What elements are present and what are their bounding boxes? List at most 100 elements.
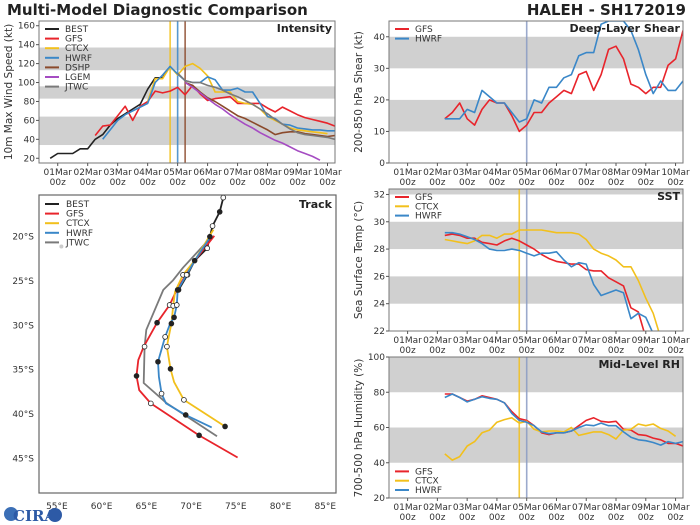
legend-label-best: BEST bbox=[65, 25, 89, 35]
series-gfs-line bbox=[444, 30, 683, 133]
x-tick-label-hour: 00z bbox=[608, 346, 624, 356]
series-lgem-line bbox=[184, 81, 321, 161]
x-tick-label-hour: 00z bbox=[638, 178, 654, 188]
shear-panel: 01020304001Mar00z02Mar00z03Mar00z04Mar00… bbox=[353, 20, 690, 188]
track-marker-best bbox=[207, 233, 213, 240]
x-tick-label-date: 09Mar bbox=[632, 168, 661, 178]
x-tick-label-hour: 00z bbox=[429, 513, 445, 523]
legend-label-hwrf: HWRF bbox=[415, 486, 442, 496]
x-tick-label-hour: 00z bbox=[489, 346, 505, 356]
x-tick-label-hour: 00z bbox=[459, 346, 475, 356]
track-marker-hwrf bbox=[182, 412, 189, 418]
series-dshp-line bbox=[184, 81, 335, 138]
x-tick-label-date: 08Mar bbox=[602, 168, 631, 178]
y-tick-label: 32 bbox=[374, 190, 385, 200]
lon-tick-label: 60°E bbox=[91, 502, 113, 512]
axes-frame bbox=[38, 20, 336, 164]
series-gfs-line bbox=[94, 84, 335, 136]
sst-panel: 22242628303201Mar00z02Mar00z03Mar00z04Ma… bbox=[353, 188, 690, 356]
x-tick-label-hour: 00z bbox=[50, 178, 66, 188]
track-marker-jtwc bbox=[141, 343, 148, 350]
track-marker-ctcx bbox=[222, 423, 228, 430]
y-tick-label: 40 bbox=[24, 135, 36, 145]
map-area bbox=[59, 195, 239, 459]
track-marker-best bbox=[191, 257, 198, 264]
plot-background bbox=[39, 195, 336, 493]
y-tick-label: 60 bbox=[24, 116, 36, 126]
x-tick-label-hour: 00z bbox=[459, 513, 475, 523]
x-tick-label-hour: 00z bbox=[519, 513, 535, 523]
shaded-band bbox=[389, 189, 683, 195]
x-tick-label-date: 06Mar bbox=[193, 168, 222, 178]
x-tick-label-date: 10Mar bbox=[313, 168, 342, 178]
plot-background bbox=[389, 189, 683, 331]
y-tick-label: 40 bbox=[374, 459, 386, 469]
lat-tick-label: 30°S bbox=[12, 321, 34, 331]
legend-label-ctcx: CTCX bbox=[65, 44, 89, 54]
lon-tick-label: 65°E bbox=[136, 502, 158, 512]
legend-label-gfs: GFS bbox=[65, 35, 83, 45]
x-tick-label-date: 04Mar bbox=[483, 503, 512, 513]
series-hwrf-line bbox=[444, 393, 683, 446]
x-tick-label-date: 05Mar bbox=[163, 168, 192, 178]
x-tick-label-hour: 00z bbox=[110, 178, 126, 188]
x-tick-label-hour: 00z bbox=[259, 178, 275, 188]
x-tick-label-hour: 00z bbox=[638, 513, 654, 523]
x-tick-label-date: 08Mar bbox=[602, 503, 631, 513]
lat-tick-label: 25°S bbox=[12, 277, 34, 287]
y-tick-label: 40 bbox=[374, 33, 386, 43]
lat-tick-label: 45°S bbox=[12, 454, 34, 464]
panel-title: Mid-Level RH bbox=[598, 358, 680, 371]
x-tick-label-hour: 00z bbox=[400, 178, 416, 188]
track-marker-ctcx bbox=[167, 366, 174, 372]
track-marker-hwrf bbox=[158, 390, 165, 397]
x-tick-label-hour: 00z bbox=[519, 178, 535, 188]
y-tick-label: 24 bbox=[374, 300, 386, 310]
x-tick-label-hour: 00z bbox=[459, 178, 475, 188]
x-tick-label-date: 07Mar bbox=[572, 336, 601, 346]
x-tick-label-date: 07Mar bbox=[223, 168, 252, 178]
y-axis-label: Sea Surface Temp (°C) bbox=[353, 201, 365, 319]
track-panel: 55°E 60°E 65°E 70°E 75°E 80°E 85°E 20°S 25°S 30°S… bbox=[12, 194, 337, 512]
legend-label-jtwc: JTWC bbox=[65, 238, 89, 248]
track-marker-hwrf bbox=[173, 302, 180, 308]
x-tick-label-hour: 00z bbox=[400, 513, 416, 523]
x-tick-label-date: 02Mar bbox=[73, 168, 102, 178]
y-tick-label: 80 bbox=[24, 97, 36, 107]
x-tick-label-hour: 00z bbox=[289, 178, 305, 188]
legend-label-dshp: DSHP bbox=[65, 63, 90, 73]
x-tick-label-hour: 00z bbox=[489, 178, 505, 188]
series-ctcx-line bbox=[444, 229, 660, 331]
x-tick-label-date: 05Mar bbox=[512, 503, 541, 513]
shaded-band bbox=[389, 276, 683, 304]
y-tick-label: 26 bbox=[374, 272, 386, 282]
x-tick-label-date: 01Mar bbox=[393, 168, 422, 178]
x-tick-label-date: 03Mar bbox=[103, 168, 132, 178]
x-tick-label-date: 08Mar bbox=[602, 336, 631, 346]
track-marker-hwrf bbox=[171, 314, 177, 321]
x-tick-label-hour: 00z bbox=[140, 178, 156, 188]
shaded-band bbox=[39, 47, 335, 71]
shaded-band bbox=[39, 116, 335, 146]
x-tick-label-date: 03Mar bbox=[453, 503, 482, 513]
track-hwrf-line bbox=[157, 234, 213, 429]
track-marker-best bbox=[220, 195, 227, 201]
y-tick-label: 140 bbox=[18, 41, 35, 51]
y-tick-label: 0 bbox=[379, 159, 385, 169]
x-tick-label-date: 02Mar bbox=[423, 503, 452, 513]
x-tick-label-date: 07Mar bbox=[572, 503, 601, 513]
y-tick-label: 10 bbox=[374, 127, 386, 137]
track-jtwc-line bbox=[142, 237, 218, 437]
track-marker-ctcx bbox=[164, 343, 170, 350]
rh-panel: 2040608010001Mar00z02Mar00z03Mar00z04Mar… bbox=[353, 353, 690, 523]
x-tick-label-date: 04Mar bbox=[483, 168, 512, 178]
track-marker-ctcx bbox=[181, 397, 187, 403]
x-tick-label-date: 10Mar bbox=[661, 336, 690, 346]
track-marker-best bbox=[216, 209, 223, 215]
panel-title: Intensity bbox=[277, 22, 332, 35]
figure-title: Multi-Model Diagnostic Comparison bbox=[7, 1, 308, 19]
lat-tick-label: 20°S bbox=[12, 233, 34, 243]
lat-tick-label: 40°S bbox=[12, 410, 34, 420]
y-axis-label: 200-850 hPa Shear (kt) bbox=[353, 31, 365, 153]
